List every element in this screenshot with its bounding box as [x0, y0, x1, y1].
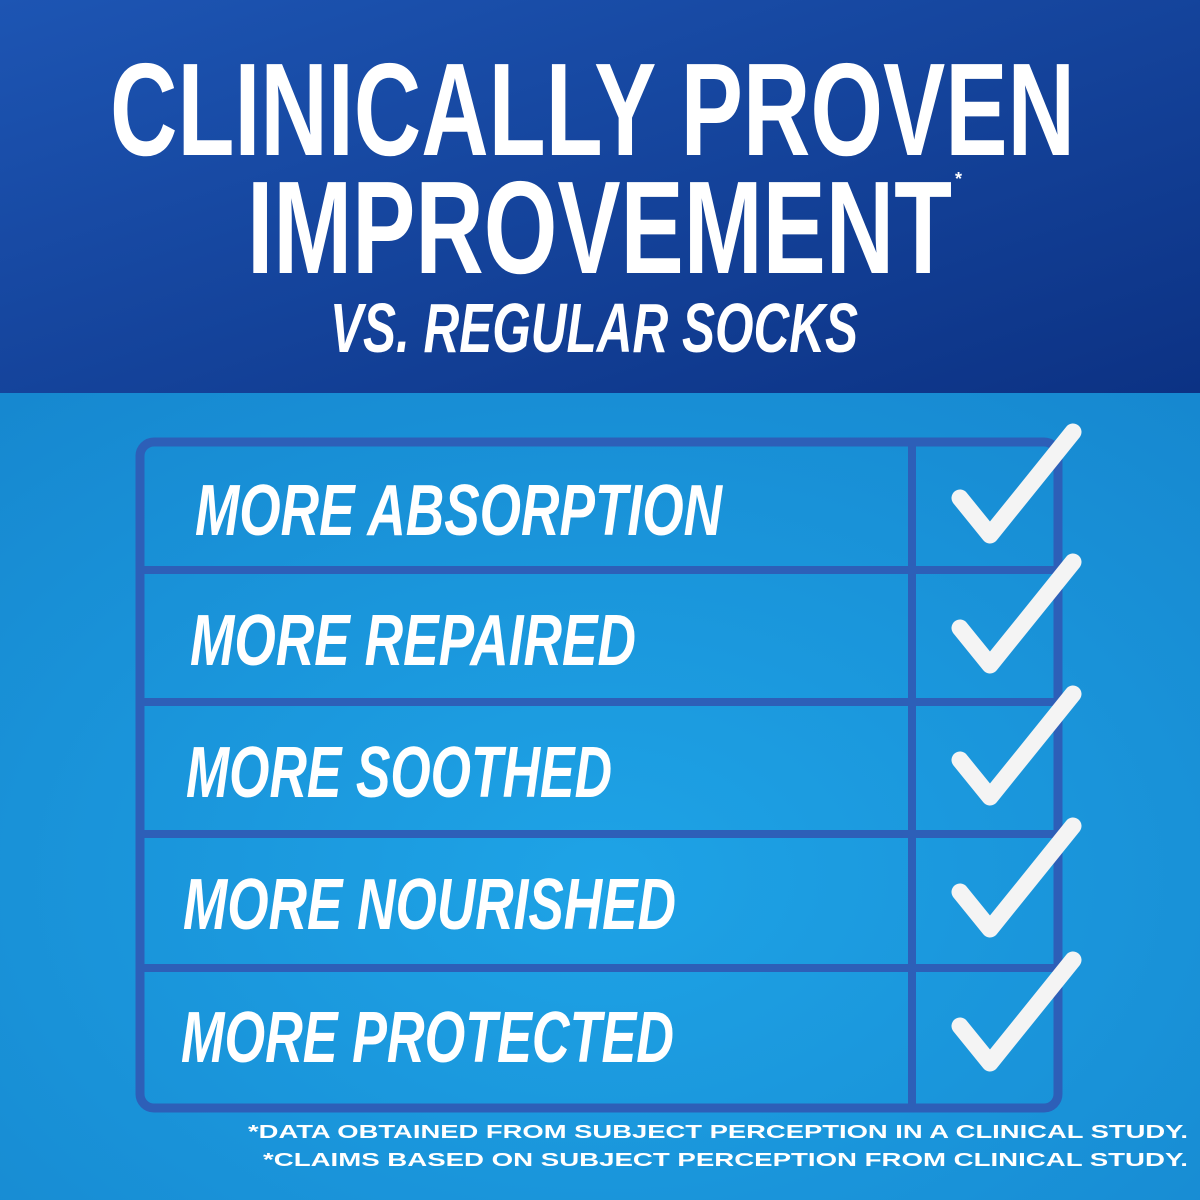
row-label: MORE SOOTHED: [186, 733, 612, 813]
footnote: *DATA OBTAINED FROM SUBJECT PERCEPTION I…: [248, 1122, 1188, 1142]
table: MORE ABSORPTION MORE REPAIRED MORE SOOTH…: [135, 423, 1082, 1113]
table-frame: [135, 437, 1063, 1113]
row-label: MORE PROTECTED: [181, 998, 674, 1078]
footnote: *CLAIMS BASED ON SUBJECT PERCEPTION FROM…: [263, 1150, 1188, 1170]
row-label: MORE REPAIRED: [190, 601, 636, 681]
row-label: MORE NOURISHED: [183, 865, 676, 945]
row-label: MORE ABSORPTION: [195, 471, 723, 551]
checkmark: [951, 817, 1082, 938]
checkmark: [951, 423, 1082, 544]
checkmark: [951, 951, 1082, 1072]
checkmark: [951, 553, 1082, 674]
title-line: IMPROVEMENT: [247, 154, 952, 301]
header-band: [0, 0, 1200, 393]
checkmark: [951, 685, 1082, 806]
title-mark: *: [955, 169, 962, 189]
title-line: CLINICALLY PROVEN: [110, 36, 1075, 183]
subtitle: VS. REGULAR SOCKS: [330, 289, 858, 367]
